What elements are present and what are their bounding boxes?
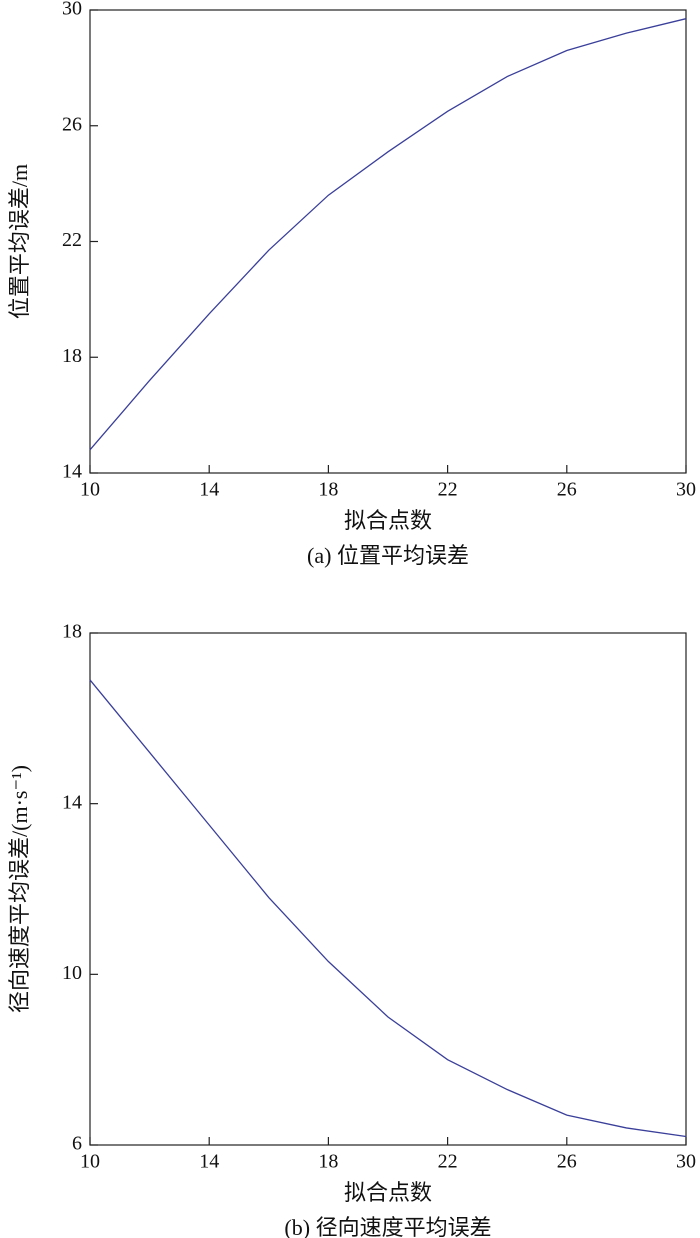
x-tick-label: 22 (438, 479, 458, 501)
line-series (89, 18, 687, 451)
x-axis-label: 拟合点数 (344, 508, 432, 533)
y-tick-label: 10 (62, 962, 82, 984)
y-tick-label: 30 (62, 0, 82, 20)
y-tick-label: 22 (62, 229, 82, 251)
x-tick-label: 14 (199, 479, 219, 501)
y-axis-label: 径向速度平均误差/(m·s⁻¹) (7, 765, 32, 1013)
x-tick-label: 26 (557, 1151, 577, 1173)
x-tick-label: 10 (80, 1151, 100, 1173)
y-axis-label: 位置平均误差/m (7, 164, 32, 319)
x-tick-label: 30 (676, 1151, 696, 1173)
x-axis-label: 拟合点数 (344, 1180, 432, 1205)
plot-frame (89, 632, 687, 1146)
y-tick-label: 18 (62, 345, 82, 367)
caption: (a) 位置平均误差 (307, 543, 469, 568)
x-tick-label: 22 (438, 1151, 458, 1173)
x-tick-label: 14 (199, 1151, 219, 1173)
y-tick-label: 18 (62, 621, 82, 643)
line-series (89, 679, 687, 1138)
x-tick-label: 30 (676, 479, 696, 501)
x-tick-label: 18 (318, 479, 338, 501)
x-tick-label: 18 (318, 1151, 338, 1173)
y-tick-label: 26 (62, 113, 82, 135)
x-tick-label: 26 (557, 479, 577, 501)
caption: (b) 径向速度平均误差 (284, 1215, 491, 1238)
y-tick-label: 14 (62, 461, 82, 483)
plot-frame (89, 9, 687, 474)
y-tick-label: 6 (72, 1133, 82, 1155)
y-tick-label: 14 (62, 791, 82, 813)
x-tick-label: 10 (80, 479, 100, 501)
